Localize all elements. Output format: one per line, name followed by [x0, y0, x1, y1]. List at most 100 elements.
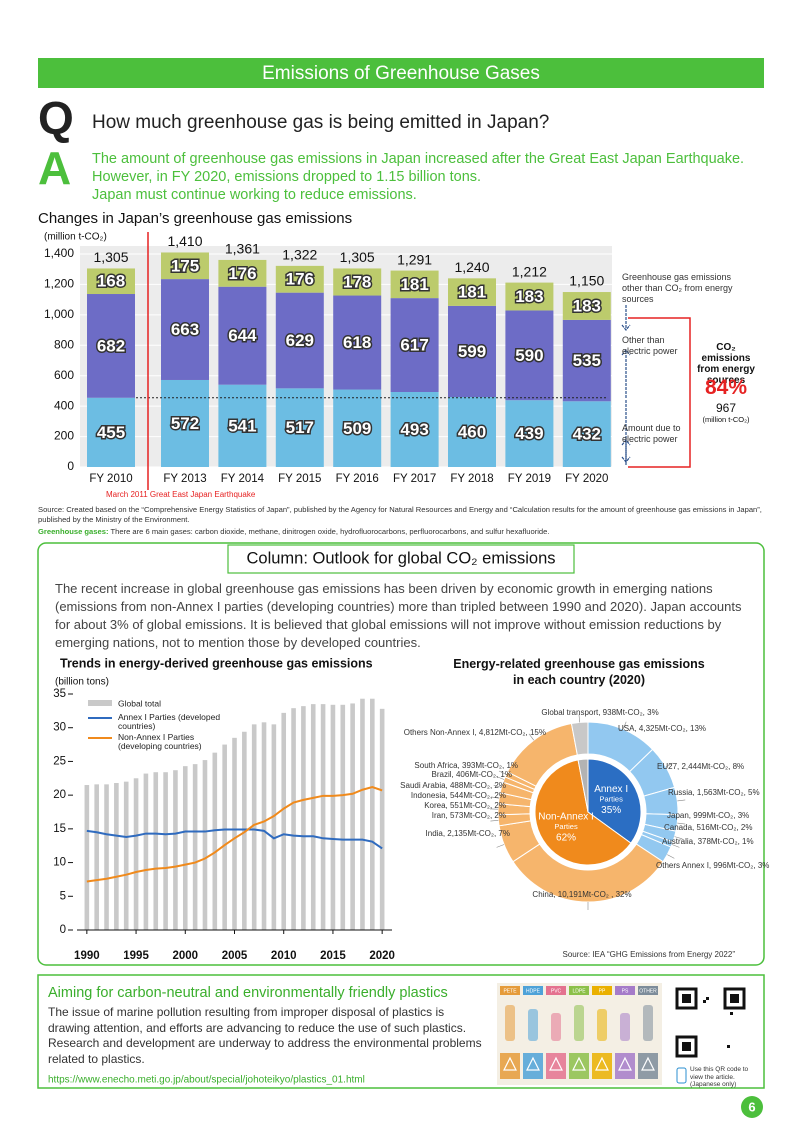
qr-finder	[730, 994, 739, 1003]
answer-line: Japan must continue working to reduce em…	[92, 187, 417, 203]
share-amount: 967	[715, 401, 737, 415]
bottle	[574, 1005, 584, 1041]
bar-segment	[390, 298, 439, 392]
chart-title: Changes in Japan’s greenhouse gas emissi…	[38, 210, 352, 227]
qr-finder	[675, 1035, 698, 1058]
bin	[546, 1053, 566, 1079]
leader-line	[674, 836, 683, 840]
bar-segment	[218, 286, 267, 385]
y-tick-label: 35	[53, 688, 66, 700]
data-label: 168	[97, 272, 125, 291]
arrow	[621, 439, 631, 465]
outer-label: China, 10,191Mt-CO₂ , 32%	[532, 890, 631, 899]
bar	[192, 764, 198, 930]
bar	[123, 781, 129, 930]
qr-finder	[723, 987, 746, 1010]
share-value: 84%	[704, 376, 748, 399]
inner-wedge	[534, 759, 632, 866]
bar	[153, 772, 159, 930]
leader-line	[491, 796, 500, 799]
plastics-url[interactable]: https://www.enecho.meti.go.jp/about/spec…	[48, 1075, 365, 1086]
x-tick-label: 1995	[123, 950, 149, 962]
legend-label: Global total	[118, 698, 161, 708]
leader-line	[677, 799, 686, 802]
total-label: 1,361	[225, 241, 260, 257]
bar	[340, 704, 346, 930]
y-tick-label: 1,000	[44, 307, 74, 321]
bin	[523, 1053, 543, 1079]
series-label: Greenhouse gas emissions other than CO₂ …	[622, 272, 733, 304]
total-label: 1,240	[454, 259, 489, 275]
gas-note-label: Greenhouse gases:	[38, 527, 109, 536]
bar	[212, 752, 218, 930]
plastics-title: Aiming for carbon-neutral and environmen…	[48, 985, 448, 1001]
data-label: 644	[228, 326, 257, 345]
bar-segment	[448, 278, 496, 306]
bin	[569, 1053, 589, 1079]
data-label: 617	[400, 336, 428, 355]
data-label: 460	[458, 422, 486, 441]
column-box	[37, 542, 765, 966]
bottle	[620, 1013, 630, 1041]
x-tick-label: FY 2019	[508, 473, 551, 485]
outer-label: Others Annex I, 996Mt-CO₂, 3%	[656, 861, 769, 870]
x-tick-label: 2010	[271, 950, 297, 962]
bottle	[551, 1013, 561, 1041]
bar-segment	[390, 270, 439, 299]
chart-source: Source: IEA “GHG Emissions from Energy 2…	[562, 950, 735, 959]
bar-segment	[275, 388, 324, 467]
bar-segment	[390, 391, 439, 467]
bar-segment	[333, 295, 382, 390]
x-tick-label: 2020	[369, 950, 395, 962]
outer-label: Brazil, 406Mt-CO₂, 1%	[432, 770, 512, 779]
bar-segment	[161, 279, 209, 380]
outer-label: South Africa, 393Mt-CO₂, 1%	[414, 761, 518, 770]
bottle	[528, 1009, 538, 1041]
leader-line	[496, 776, 505, 780]
share-unit: (million t-CO₂)	[702, 415, 750, 424]
page-number: 6	[748, 1099, 755, 1114]
bar-segment	[333, 389, 382, 467]
share-title: CO₂ emissions from energy sources	[697, 342, 755, 386]
outer-label: Japan, 999Mt-CO₂, 3%	[667, 811, 749, 820]
column-body: The recent increase in global greenhouse…	[55, 581, 742, 650]
data-label: 509	[343, 419, 371, 438]
bar-segment	[161, 379, 209, 467]
bar	[143, 773, 149, 930]
y-tick-label: 15	[53, 823, 66, 835]
bin	[592, 1053, 612, 1079]
bar	[291, 708, 296, 930]
legend-swatch	[88, 700, 112, 706]
data-label: 599	[458, 342, 486, 361]
bin	[615, 1053, 635, 1079]
qr-finder	[682, 1042, 691, 1051]
bar-segment	[562, 319, 611, 402]
bar-segment	[275, 292, 324, 389]
outer-label: Saudi Arabia, 488Mt-CO₂, 2%	[400, 781, 506, 790]
bin-tag	[615, 986, 635, 995]
bar	[350, 703, 355, 930]
total-label: 1,291	[397, 251, 432, 267]
qr-module	[727, 1045, 730, 1048]
data-label: 183	[515, 287, 543, 306]
bin-tag	[500, 986, 520, 995]
event-label: March 2011 Great East Japan Earthquake	[106, 490, 256, 499]
series-label: Amount due to electric power	[622, 423, 681, 444]
bar-segment	[87, 397, 135, 467]
data-label: 176	[228, 264, 256, 283]
bar-segment	[448, 397, 496, 467]
x-tick-label: 2000	[172, 950, 198, 962]
data-label: 181	[400, 275, 428, 294]
total-label: 1,305	[93, 249, 128, 265]
x-tick-label: FY 2020	[565, 473, 608, 485]
data-label: 432	[573, 425, 601, 444]
arrow	[621, 349, 631, 398]
total-label: 1,150	[569, 273, 604, 289]
bar-segment	[448, 305, 496, 398]
bottle	[597, 1009, 607, 1041]
bar	[320, 704, 326, 930]
bar	[163, 772, 168, 930]
leader-line	[677, 822, 686, 825]
data-label: 183	[573, 296, 601, 315]
